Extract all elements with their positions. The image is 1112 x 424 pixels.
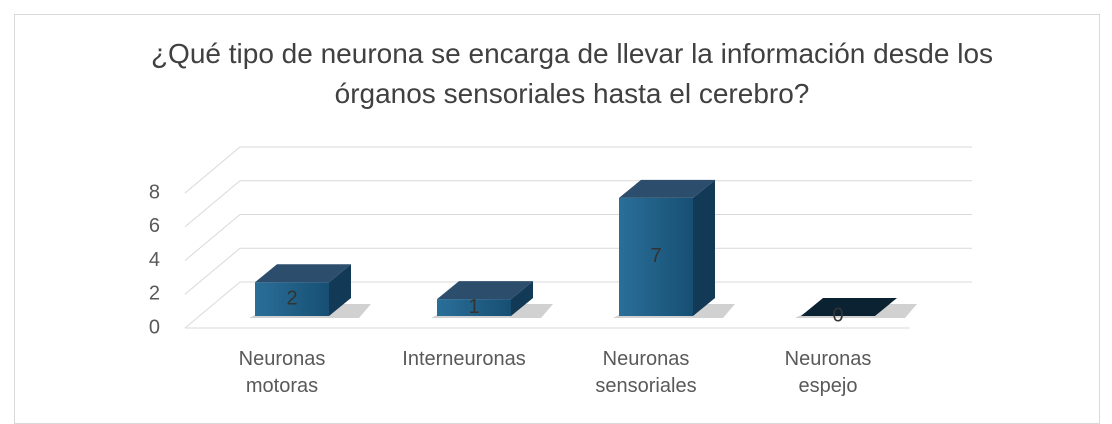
grid-line [184, 180, 972, 228]
chart-title: ¿Qué tipo de neurona se encarga de lleva… [150, 38, 994, 109]
bar-top [255, 264, 351, 283]
data-label: 2 [286, 287, 297, 309]
bar-side [511, 281, 533, 316]
y-tick-label: 0 [149, 316, 160, 338]
grid-line [184, 281, 972, 329]
bar [249, 264, 371, 318]
grid-line [184, 214, 972, 261]
bar-side [693, 179, 715, 316]
data-label: 7 [650, 245, 661, 267]
bar-side [329, 264, 351, 316]
data-label: 1 [468, 296, 479, 318]
bar-front [619, 197, 693, 316]
bar-top [619, 179, 715, 198]
bar [431, 281, 553, 318]
grid-line [184, 146, 972, 194]
y-tick-label: 8 [149, 181, 160, 203]
bar-front [437, 299, 511, 316]
bar-top [437, 281, 533, 300]
x-tick-label: Neuronas espejo [784, 348, 872, 397]
x-tick-label: Neuronas sensoriales [595, 348, 697, 397]
x-tick-label: Neuronas motoras [238, 348, 326, 397]
bar-top [801, 298, 897, 316]
grid-line [184, 247, 972, 295]
bar [795, 298, 917, 318]
bar-front [255, 282, 329, 316]
x-tick-label: Interneuronas [402, 348, 526, 370]
data-label: 0 [832, 304, 843, 326]
y-tick-label: 6 [149, 215, 160, 237]
y-tick-label: 2 [149, 283, 160, 305]
bar [613, 179, 735, 318]
y-tick-label: 4 [149, 249, 160, 271]
